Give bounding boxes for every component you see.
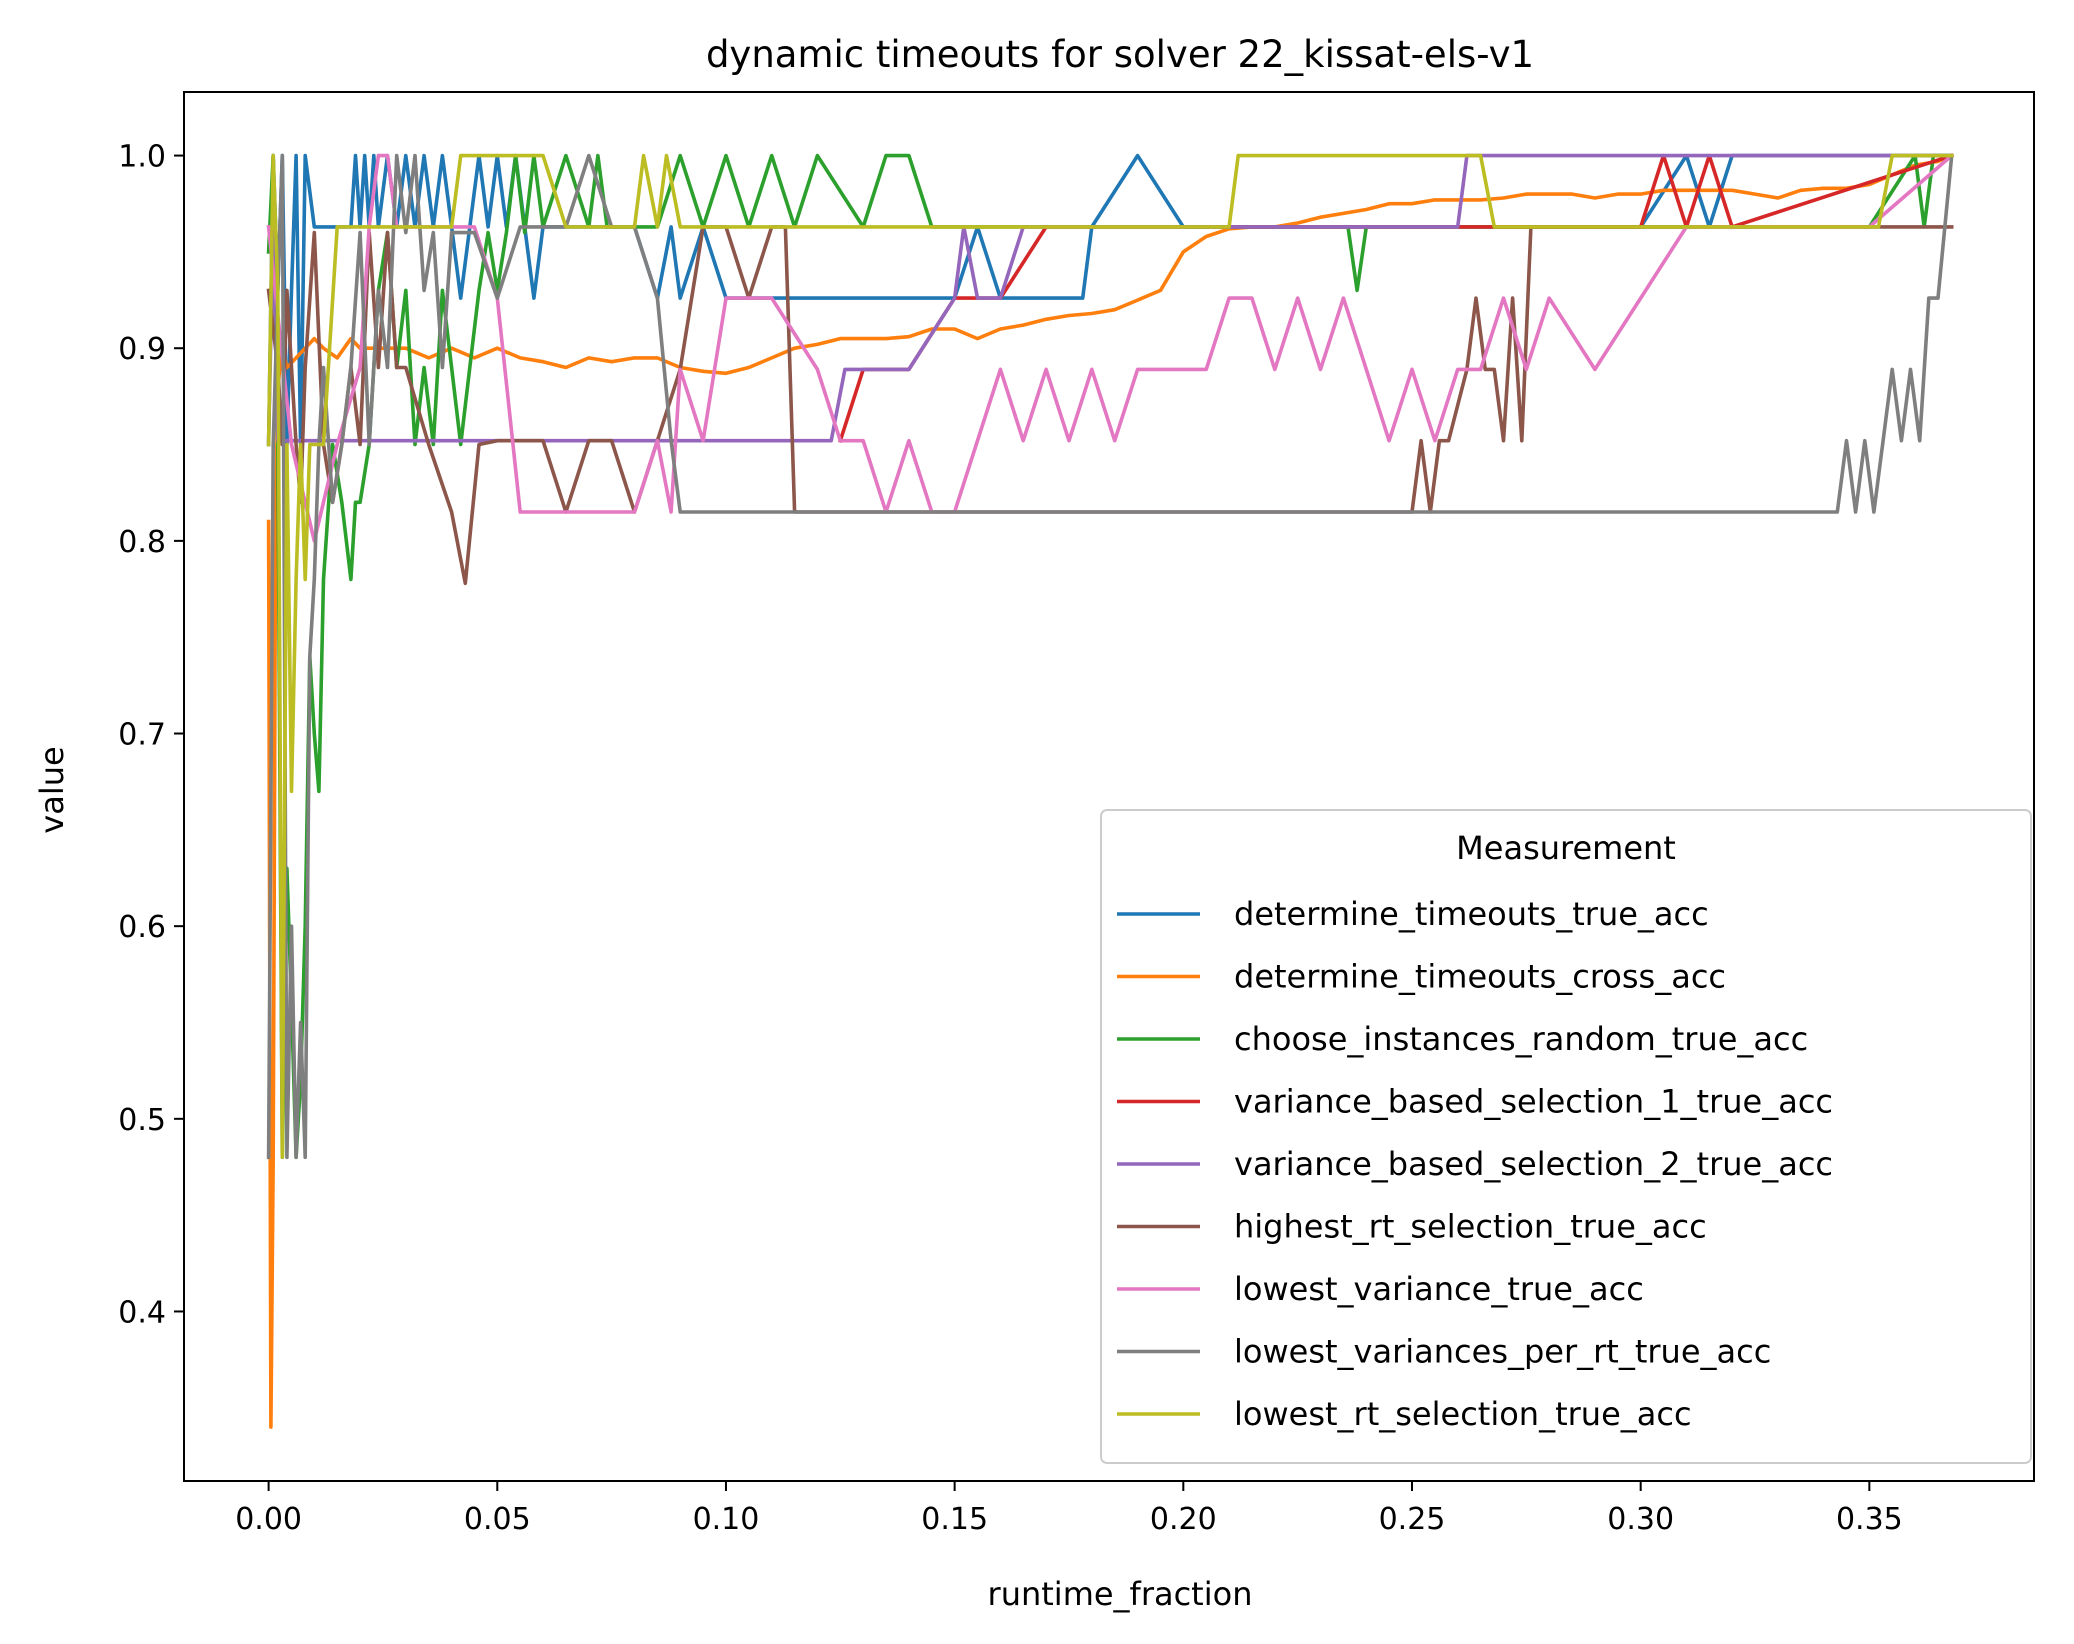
x-axis-label: runtime_fraction: [988, 1575, 1253, 1613]
series-line-lowest-rt-selection-true-acc: [266, 153, 1954, 1160]
legend-box: [1100, 809, 2032, 1464]
x-tick-label: 0.35: [1836, 1502, 1903, 1537]
y-axis: 0.4 0.5 0.6 0.7 0.8 0.9 1.0: [118, 140, 184, 1330]
x-tick-label: 0.15: [921, 1502, 988, 1537]
x-axis: 0.00 0.05 0.10 0.15 0.20 0.25 0.30 0.35: [235, 1481, 1903, 1537]
y-axis-label: value: [33, 746, 71, 833]
legend-entry-label: determine_timeouts_cross_acc: [1234, 958, 1726, 996]
legend-entry-label: lowest_variance_true_acc: [1234, 1270, 1644, 1308]
series-line-lowest-variances-per-rt-true-acc: [266, 153, 1954, 1160]
y-tick-label: 1.0: [118, 140, 166, 175]
legend-entry-label: lowest_variances_per_rt_true_acc: [1234, 1333, 1771, 1371]
plot-area: [266, 153, 1955, 1429]
x-tick-label: 0.05: [464, 1502, 531, 1537]
y-tick-label: 0.5: [118, 1103, 166, 1138]
x-tick-label: 0.20: [1150, 1502, 1217, 1537]
series-lines: [266, 153, 1955, 1429]
y-tick-label: 0.4: [118, 1295, 166, 1330]
legend-entry-label: lowest_rt_selection_true_acc: [1234, 1395, 1692, 1433]
plot-frame: [183, 91, 2035, 1482]
legend-entry-label: highest_rt_selection_true_acc: [1234, 1208, 1707, 1246]
legend: Measurement determine_timeouts_true_accd…: [1100, 809, 2032, 1464]
legend-items: determine_timeouts_true_acc determine_tim…: [1117, 895, 1833, 1433]
y-tick-label: 0.9: [118, 332, 166, 367]
y-tick-label: 0.8: [118, 525, 166, 560]
legend-entry-label: variance_based_selection_2_true_acc: [1234, 1145, 1833, 1183]
chart-title: dynamic timeouts for solver 22_kissat-el…: [706, 33, 1534, 76]
legend-entry-label: determine_timeouts_true_acc: [1234, 895, 1709, 933]
x-tick-label: 0.10: [693, 1502, 760, 1537]
x-tick-label: 0.30: [1607, 1502, 1674, 1537]
x-tick-label: 0.25: [1379, 1502, 1446, 1537]
legend-entry-label: choose_instances_random_true_acc: [1234, 1020, 1808, 1058]
y-tick-label: 0.7: [118, 718, 166, 753]
y-tick-label: 0.6: [118, 910, 166, 945]
legend-title: Measurement: [1456, 829, 1676, 867]
x-tick-label: 0.00: [235, 1502, 302, 1537]
legend-entry-label: variance_based_selection_1_true_acc: [1234, 1083, 1833, 1121]
